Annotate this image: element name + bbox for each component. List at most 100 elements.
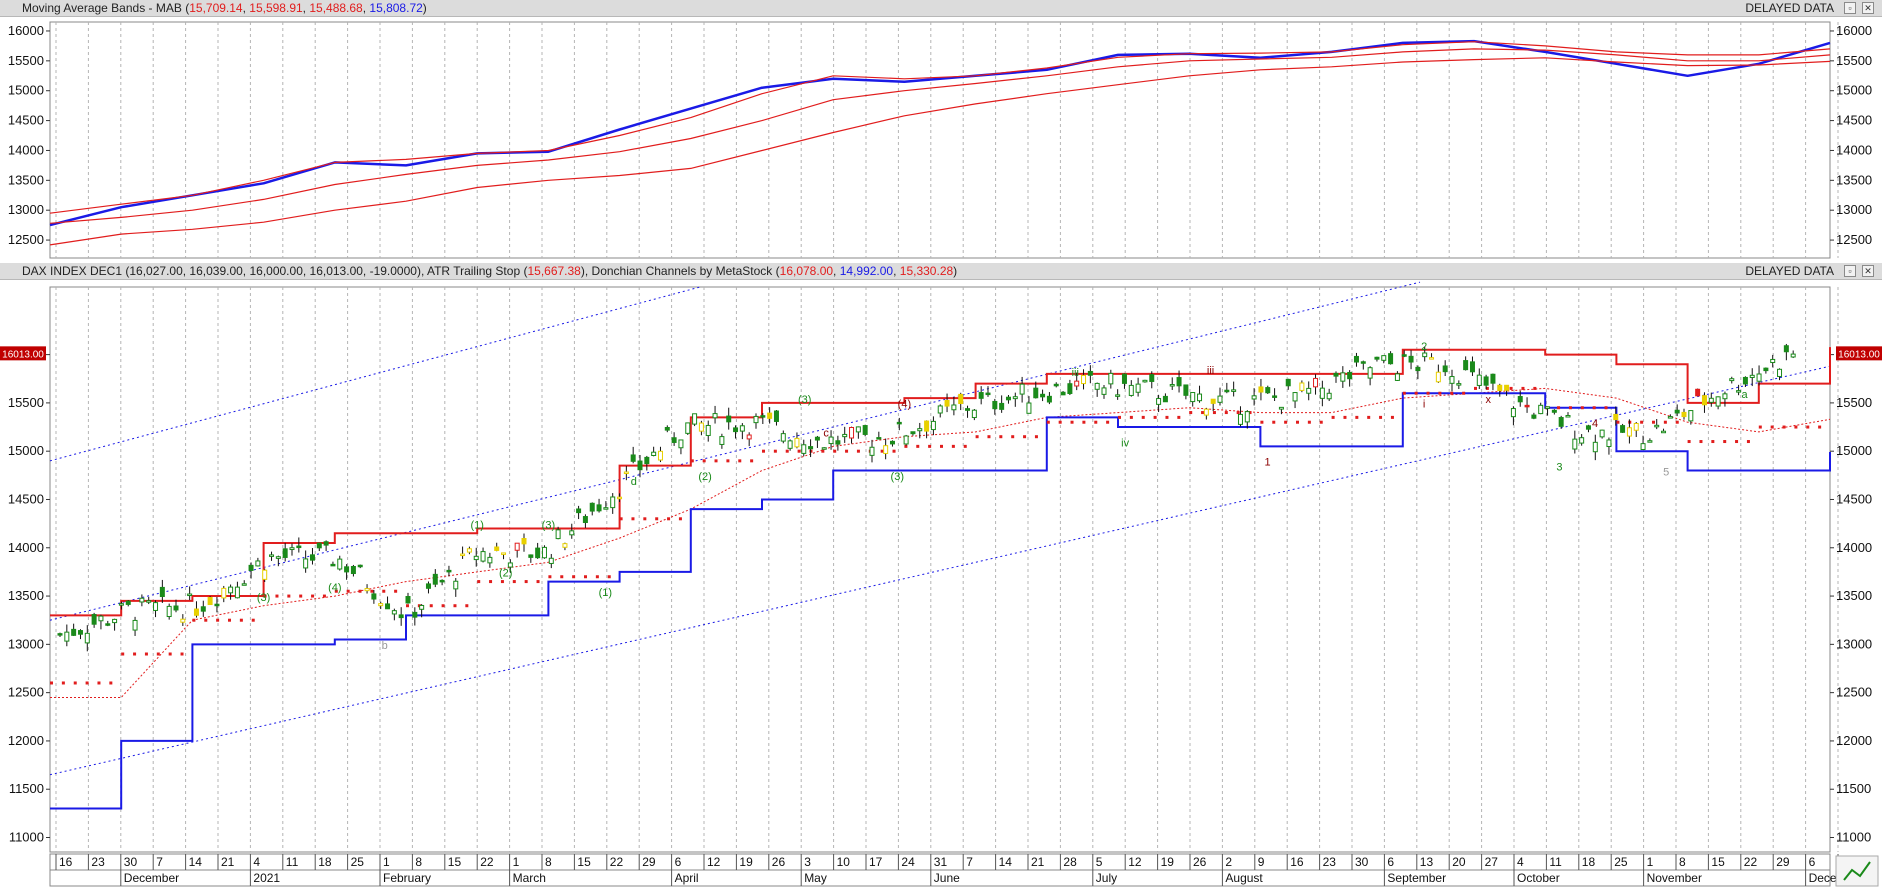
atr-stop-marker (750, 459, 754, 463)
candle-body (1688, 410, 1694, 422)
x-tick-label: 15 (448, 855, 462, 869)
candle-body (1415, 366, 1421, 372)
atr-stop-marker (121, 652, 125, 656)
candle-body (1599, 429, 1605, 438)
elliott-wave-label: (3) (257, 592, 270, 604)
elliott-wave-label: (4) (328, 582, 341, 594)
candle-body (644, 456, 650, 465)
atr-stop-marker (1782, 425, 1786, 429)
atr-stop-marker (1153, 415, 1157, 419)
panel2-close-button[interactable]: ✕ (1862, 265, 1874, 277)
panel1-close-button[interactable]: ✕ (1862, 2, 1874, 14)
elliott-wave-label: i (1423, 399, 1425, 411)
panel2-ytick-right: 15500 (1836, 395, 1872, 410)
panel2-ytick-right: 14000 (1836, 540, 1872, 555)
atr-stop-marker (1355, 415, 1359, 419)
candle-body (309, 554, 315, 561)
candle-body (760, 415, 766, 418)
candle-body (1340, 372, 1346, 382)
candle-body (507, 562, 513, 568)
candle-body (541, 546, 547, 559)
panel2-ytick-right: 13000 (1836, 636, 1872, 651)
panel1-restore-button[interactable]: ▫ (1844, 2, 1856, 14)
x-tick-label: 17 (869, 855, 883, 869)
atr-stop-marker (370, 589, 374, 593)
atr-stop-marker (133, 652, 137, 656)
atr-stop-marker (1640, 420, 1644, 424)
atr-stop-marker (940, 444, 943, 448)
candle-body (1292, 392, 1298, 402)
x-tick-label: 1 (1647, 855, 1654, 869)
candle-body (153, 602, 159, 611)
candle-body (965, 408, 971, 411)
atr-stop-marker (655, 517, 659, 521)
candle-body (1142, 379, 1148, 383)
candle-body (1763, 367, 1769, 372)
candle-body (1353, 355, 1359, 363)
atr-stop-marker (251, 618, 255, 622)
panel1-ytick-left: 15500 (8, 53, 44, 68)
candle-body (828, 436, 834, 445)
atr-stop-marker (987, 435, 991, 439)
atr-stop-marker (1794, 425, 1798, 429)
candle-body (1517, 396, 1523, 403)
candle-body (1224, 389, 1230, 393)
candle-body (842, 433, 848, 438)
candle-body (1585, 425, 1591, 430)
atr-stop-marker (678, 517, 682, 521)
panel1-legend-value-4: 15,808.72 (369, 1, 423, 15)
atr-stop-marker (845, 449, 849, 453)
x-tick-label: 22 (610, 855, 624, 869)
atr-stop-marker (50, 681, 53, 685)
candle-body (1381, 355, 1387, 361)
atr-stop-marker (821, 449, 825, 453)
x-tick-label: 11 (286, 855, 299, 869)
candle-body (1053, 383, 1059, 387)
panel1-ytick-right: 13500 (1836, 172, 1872, 187)
panel1-legend-value-2: 15,598.91 (249, 1, 303, 15)
x-tick-label: 5 (1096, 855, 1103, 869)
elliott-wave-label: iii (1072, 367, 1079, 379)
candle-body (412, 611, 418, 618)
atr-stop-marker (1212, 411, 1216, 415)
panel1-ytick-left: 13500 (8, 172, 44, 187)
atr-stop-marker (441, 604, 445, 608)
candle-body (1265, 387, 1271, 394)
candle-body (814, 436, 820, 441)
atr-stop-marker (429, 604, 433, 608)
panel1-legend-value-3: 15,488.68 (309, 1, 363, 15)
panel2-restore-button[interactable]: ▫ (1844, 265, 1856, 277)
atr-stop-marker (1568, 406, 1572, 410)
x-tick-label: 8 (415, 855, 422, 869)
candle-body (548, 557, 554, 564)
candle-body (446, 569, 452, 573)
candle-body (180, 618, 186, 623)
panel1-ytick-right: 16000 (1836, 23, 1872, 38)
candle-body (733, 427, 739, 433)
candle-body (623, 471, 629, 475)
candle-body (999, 402, 1005, 410)
last-price-flag-text-right: 16013.00 (1838, 349, 1880, 360)
atr-stop-marker (1248, 411, 1252, 415)
atr-stop-marker (109, 681, 113, 685)
panel1-titlebar: Moving Average Bands - MAB (15,709.14, 1… (0, 0, 1882, 17)
candle-body (200, 606, 206, 612)
atr-stop-marker (1580, 406, 1584, 410)
candle-body (1442, 365, 1448, 373)
atr-stop-marker (631, 517, 635, 521)
elliott-wave-label: 5 (1663, 466, 1669, 478)
atr-stop-marker (1296, 420, 1299, 424)
candle-body (630, 454, 636, 462)
candle-body (432, 573, 438, 585)
candle-body (1333, 372, 1339, 377)
candle-body (664, 426, 670, 431)
elliott-wave-label: a (1741, 389, 1748, 401)
candle-body (1654, 424, 1660, 428)
candle-body (1012, 396, 1018, 400)
candle-body (1469, 361, 1475, 373)
candle-body (862, 425, 868, 435)
candle-body (466, 548, 472, 553)
x-tick-label: 10 (837, 855, 851, 869)
month-label: March (513, 871, 546, 885)
